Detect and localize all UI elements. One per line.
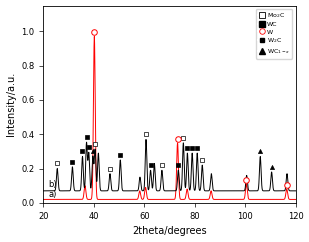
Text: a): a)	[49, 190, 57, 199]
Legend: Mo$_2$C, WC, W, W$_2$C, WC$_{1-x}$: Mo$_2$C, WC, W, W$_2$C, WC$_{1-x}$	[256, 9, 292, 59]
Text: b): b)	[49, 180, 57, 189]
X-axis label: 2theta/degrees: 2theta/degrees	[132, 227, 207, 236]
Y-axis label: Intensity/a.u.: Intensity/a.u.	[6, 72, 15, 136]
